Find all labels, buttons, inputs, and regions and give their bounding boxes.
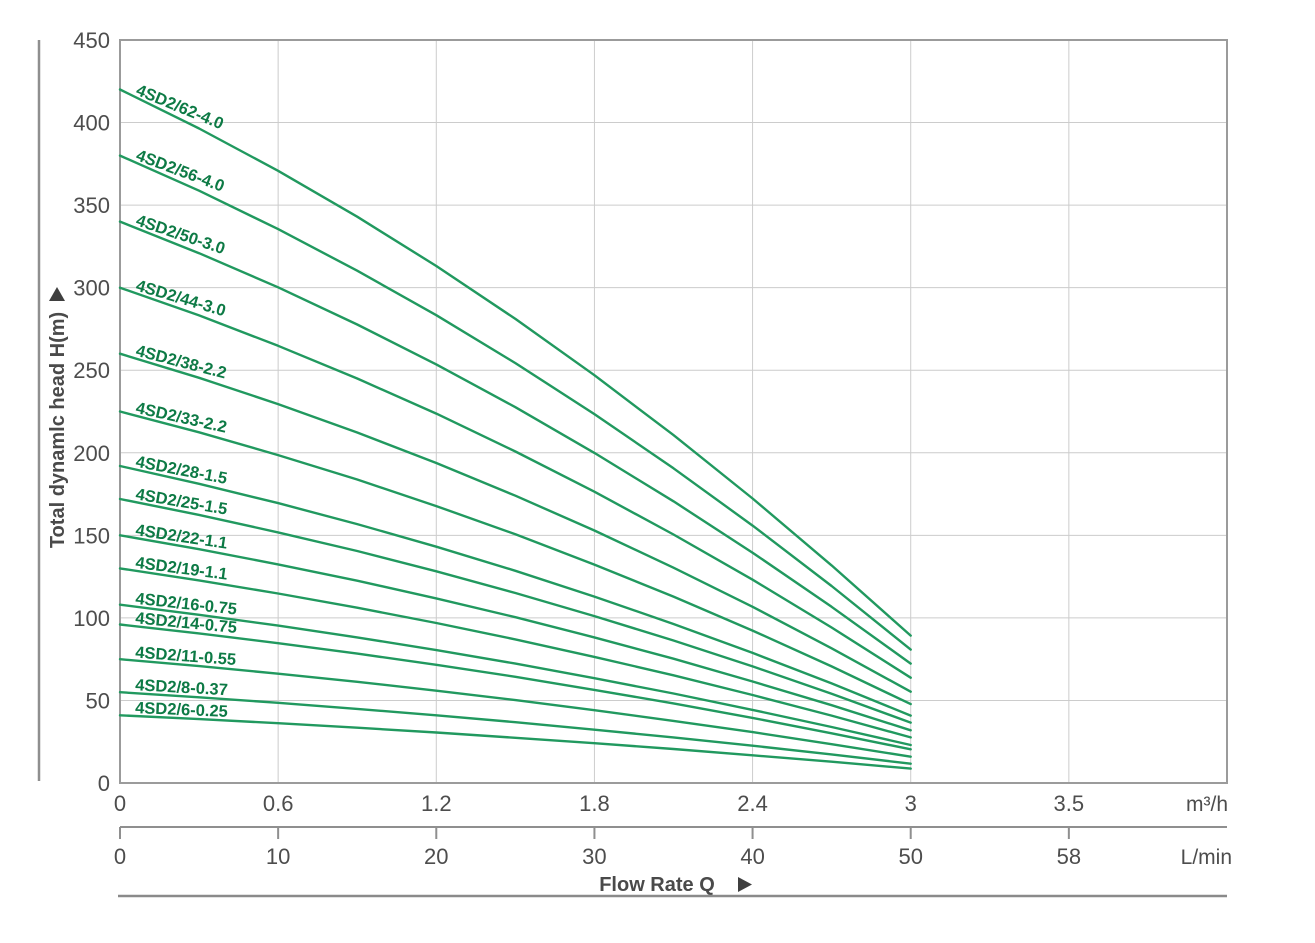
pump-curve-4SD2/50-3.0 [118, 220, 912, 665]
x-tick-m3h-0.6: 0.6 [263, 791, 294, 816]
x-tick-m3h-0: 0 [114, 791, 126, 816]
pump-curve-4SD2/14-0.75 [118, 623, 912, 751]
y-tick-200: 200 [73, 441, 110, 466]
curves-layer [118, 88, 912, 770]
pump-curve-4SD2/25-1.5 [118, 497, 912, 724]
head-axis-up-arrow-icon [49, 287, 65, 301]
x-tick-m3h-2.4: 2.4 [737, 791, 768, 816]
curve-label-4SD2/6-0.25: 4SD2/6-0.25 [135, 699, 228, 721]
y-tick-0: 0 [98, 771, 110, 796]
x-axis-unit-lmin: L/min [1181, 846, 1232, 869]
grid-layer [119, 39, 1228, 784]
curve-label-4SD2/62-4.0: 4SD2/62-4.0 [133, 81, 226, 133]
x-tick-m3h-1.2: 1.2 [421, 791, 452, 816]
curve-label-4SD2/56-4.0: 4SD2/56-4.0 [134, 146, 227, 195]
curve-label-4SD2/38-2.2: 4SD2/38-2.2 [134, 342, 228, 382]
curve-label-4SD2/28-1.5: 4SD2/28-1.5 [134, 453, 228, 488]
curve-label-4SD2/22-1.1: 4SD2/22-1.1 [134, 521, 228, 552]
pump-curve-4SD2/38-2.2 [118, 352, 912, 693]
curve-label-4SD2/11-0.55: 4SD2/11-0.55 [135, 644, 237, 669]
curve-label-4SD2/50-3.0: 4SD2/50-3.0 [134, 212, 228, 258]
y-tick-150: 150 [73, 523, 110, 548]
x-tick-lmin-20: 20 [424, 844, 448, 869]
x-tick-lmin-0: 0 [114, 844, 126, 869]
x-tick-lmin-10: 10 [266, 844, 290, 869]
x-axis-title: Flow Rate Q [599, 874, 715, 896]
x-tick-m3h-1.8: 1.8 [579, 791, 610, 816]
pump-curve-4SD2/16-0.75 [118, 603, 912, 747]
x-tick-m3h-3: 3 [905, 791, 917, 816]
curve-label-4SD2/25-1.5: 4SD2/25-1.5 [134, 485, 228, 518]
x-axis-unit-m3h: m³/h [1186, 793, 1228, 816]
flow-rate-right-arrow-icon [738, 877, 752, 892]
x-tick-m3h-3.5: 3.5 [1054, 791, 1085, 816]
pump-curve-4SD2/11-0.55 [118, 658, 912, 758]
plot-border [119, 39, 1228, 784]
pump-curve-4SD2/56-4.0 [118, 154, 912, 651]
lmin-axis-rule [119, 826, 1227, 839]
x-tick-lmin-30: 30 [582, 844, 606, 869]
pump-curve-4SD2/6-0.25 [118, 714, 912, 770]
curve-label-4SD2/19-1.1: 4SD2/19-1.1 [134, 554, 228, 584]
pump-curve-4SD2/19-1.1 [118, 567, 912, 739]
pump-curve-4SD2/62-4.0 [118, 88, 912, 637]
y-tick-450: 450 [73, 28, 110, 53]
y-axis-title: Total dynamlc head H(m) [47, 312, 69, 548]
curve-label-4SD2/8-0.37: 4SD2/8-0.37 [135, 676, 229, 699]
pump-curve-4SD2/28-1.5 [118, 464, 912, 717]
y-tick-400: 400 [73, 111, 110, 136]
x-tick-lmin-58: 58 [1057, 844, 1081, 869]
pump-curve-4SD2/8-0.37 [118, 691, 912, 765]
y-tick-300: 300 [73, 276, 110, 301]
x-tick-lmin-50: 50 [898, 844, 922, 869]
pump-curve-4SD2/22-1.1 [118, 534, 912, 732]
pump-curve-4SD2/33-2.2 [118, 410, 912, 706]
curve-label-4SD2/33-2.2: 4SD2/33-2.2 [134, 399, 228, 437]
y-tick-50: 50 [86, 688, 110, 713]
x-tick-lmin-40: 40 [740, 844, 764, 869]
y-tick-250: 250 [73, 358, 110, 383]
y-tick-100: 100 [73, 606, 110, 631]
curve-labels-layer: 4SD2/62-4.04SD2/56-4.04SD2/50-3.04SD2/44… [133, 81, 237, 721]
pump-curve-4SD2/44-3.0 [118, 286, 912, 679]
y-tick-350: 350 [73, 193, 110, 218]
